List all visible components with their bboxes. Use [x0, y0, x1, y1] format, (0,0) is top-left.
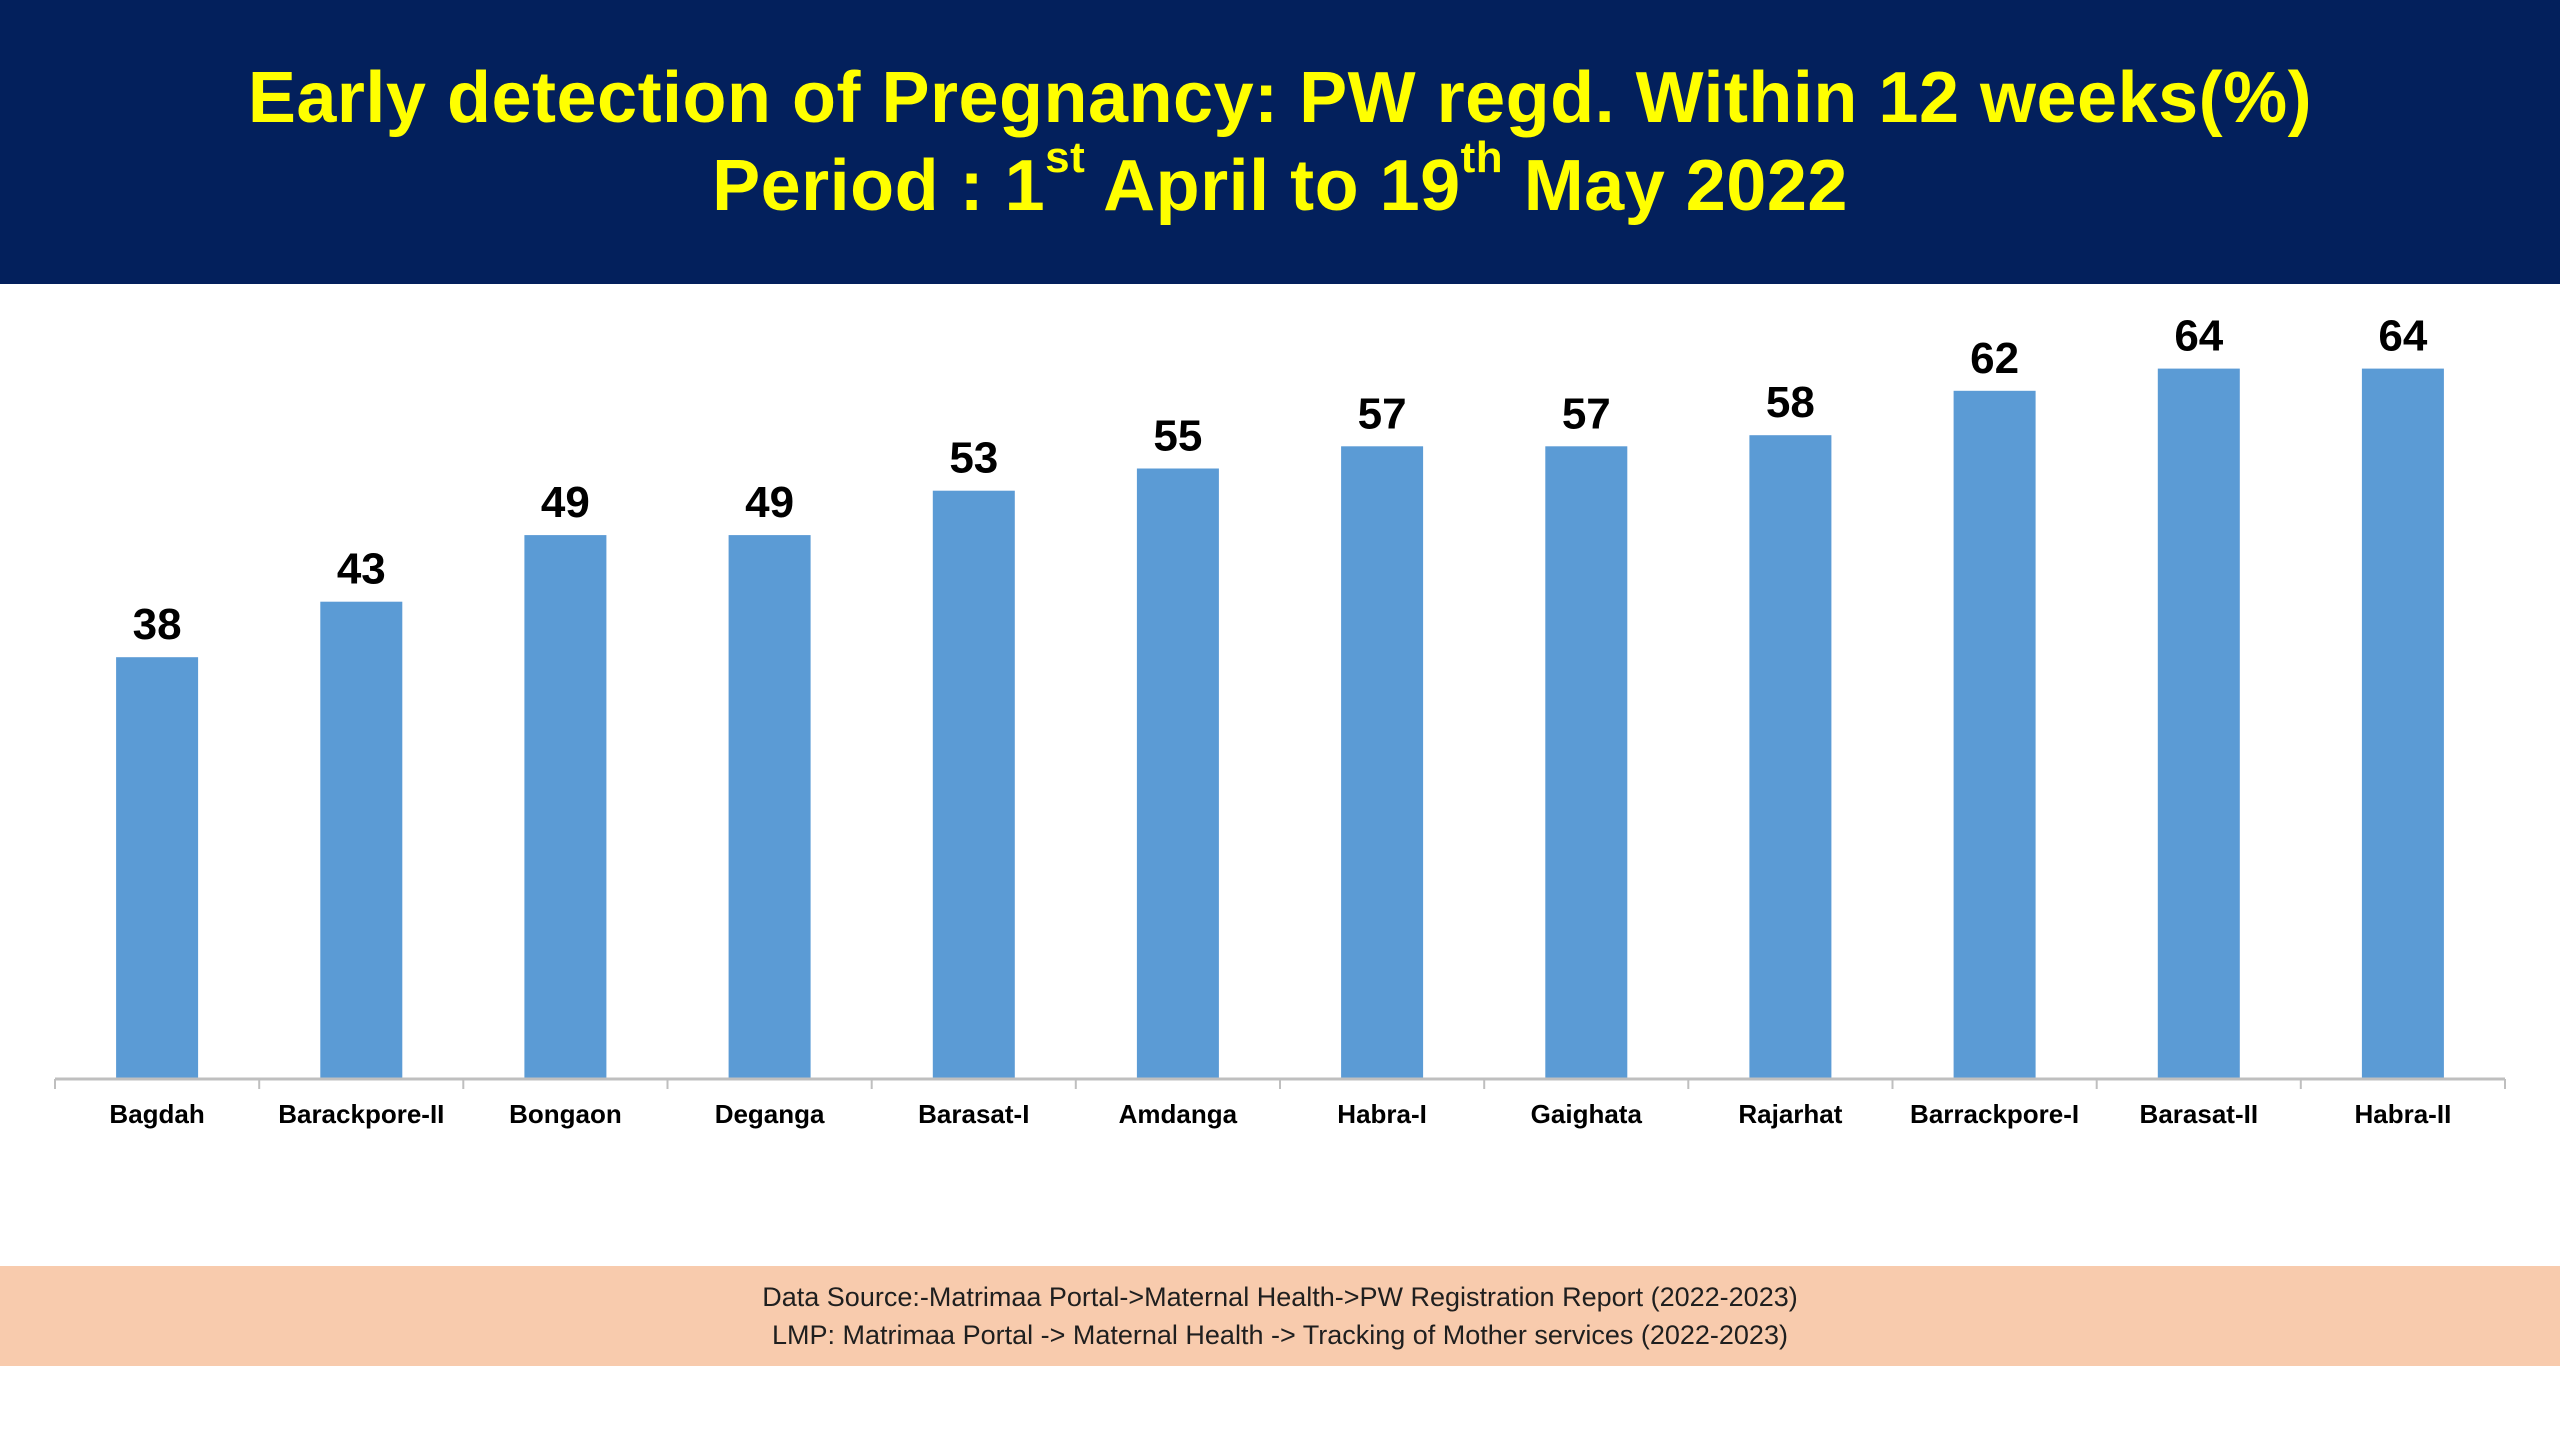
- data-label: 57: [1562, 389, 1611, 438]
- x-tick-label: Barasat-I: [918, 1099, 1029, 1129]
- bar-barrackpore-i: [1953, 390, 2036, 1079]
- x-tick-label: Deganga: [715, 1099, 825, 1129]
- bar-bongaon: [524, 535, 607, 1079]
- bar-amdanga: [1136, 468, 1219, 1079]
- data-label: 38: [133, 600, 182, 649]
- x-tick-label: Habra-I: [1337, 1099, 1427, 1129]
- data-label: 43: [337, 545, 386, 594]
- bar-deganga: [728, 535, 811, 1079]
- x-tick-label: Rajarhat: [1738, 1099, 1842, 1129]
- period-label: Period : 1: [712, 146, 1046, 226]
- data-source-line-1: Data Source:-Matrimaa Portal->Maternal H…: [762, 1282, 1798, 1312]
- bar-gaighata: [1545, 446, 1628, 1079]
- x-tick-label: Barackpore-II: [278, 1099, 444, 1129]
- data-label: 57: [1358, 389, 1407, 438]
- x-tick-label: Habra-II: [2354, 1099, 2451, 1129]
- x-axis: [54, 1077, 2506, 1089]
- data-label: 49: [745, 478, 794, 527]
- x-tick-label: Amdanga: [1119, 1099, 1238, 1129]
- data-label: 49: [541, 478, 590, 527]
- x-tick-label: Bagdah: [109, 1099, 204, 1129]
- chart-area: 38 43 49 49 53 55 57 57 58 62 64 64 Bagdah Barackpor…: [0, 284, 2560, 1264]
- bar-chart: 38 43 49 49 53 55 57 57 58 62 64 64 Bagdah Barackpor…: [54, 312, 2506, 1129]
- data-label: 53: [949, 434, 998, 483]
- x-tick-label: Barasat-II: [2140, 1099, 2259, 1129]
- bar-bagdah: [116, 657, 199, 1079]
- bar-barackpore-ii: [320, 601, 403, 1079]
- x-tick-label: Bongaon: [509, 1099, 622, 1129]
- data-labels-layer: 38 43 49 49 53 55 57 57 58 62 64 64: [133, 312, 2428, 650]
- title-banner: Early detection of Pregnancy: PW regd. W…: [0, 0, 2560, 284]
- period-subtitle: Period : 1st April to 19th May 2022: [712, 136, 1848, 230]
- chart-title: Early detection of Pregnancy: PW regd. W…: [247, 58, 2313, 138]
- data-label: 55: [1153, 412, 1202, 461]
- data-label: 64: [2174, 312, 2223, 361]
- period-sup-st: st: [1045, 133, 1086, 182]
- data-label: 64: [2378, 312, 2427, 361]
- data-source-box: Data Source:-Matrimaa Portal->Maternal H…: [0, 1266, 2560, 1366]
- bars-layer: [116, 368, 2444, 1080]
- bar-barasat-ii: [2157, 368, 2240, 1080]
- bar-habra-ii: [2361, 368, 2444, 1080]
- period-middle: April to 19: [1085, 146, 1461, 226]
- data-source-line-2: LMP: Matrimaa Portal -> Maternal Health …: [772, 1320, 1788, 1350]
- data-label: 62: [1970, 334, 2019, 383]
- period-sup-th: th: [1460, 133, 1504, 182]
- x-tick-label: Gaighata: [1531, 1099, 1643, 1129]
- bar-barasat-i: [932, 490, 1015, 1079]
- x-tick-label: Barrackpore-I: [1910, 1099, 2079, 1129]
- bar-habra-i: [1341, 446, 1424, 1079]
- bar-rajarhat: [1749, 435, 1832, 1079]
- x-tick-labels-layer: Bagdah Barackpore-II Bongaon Deganga Barasat…: [109, 1099, 2451, 1129]
- data-label: 58: [1766, 378, 1815, 427]
- period-end: May 2022: [1503, 146, 1848, 226]
